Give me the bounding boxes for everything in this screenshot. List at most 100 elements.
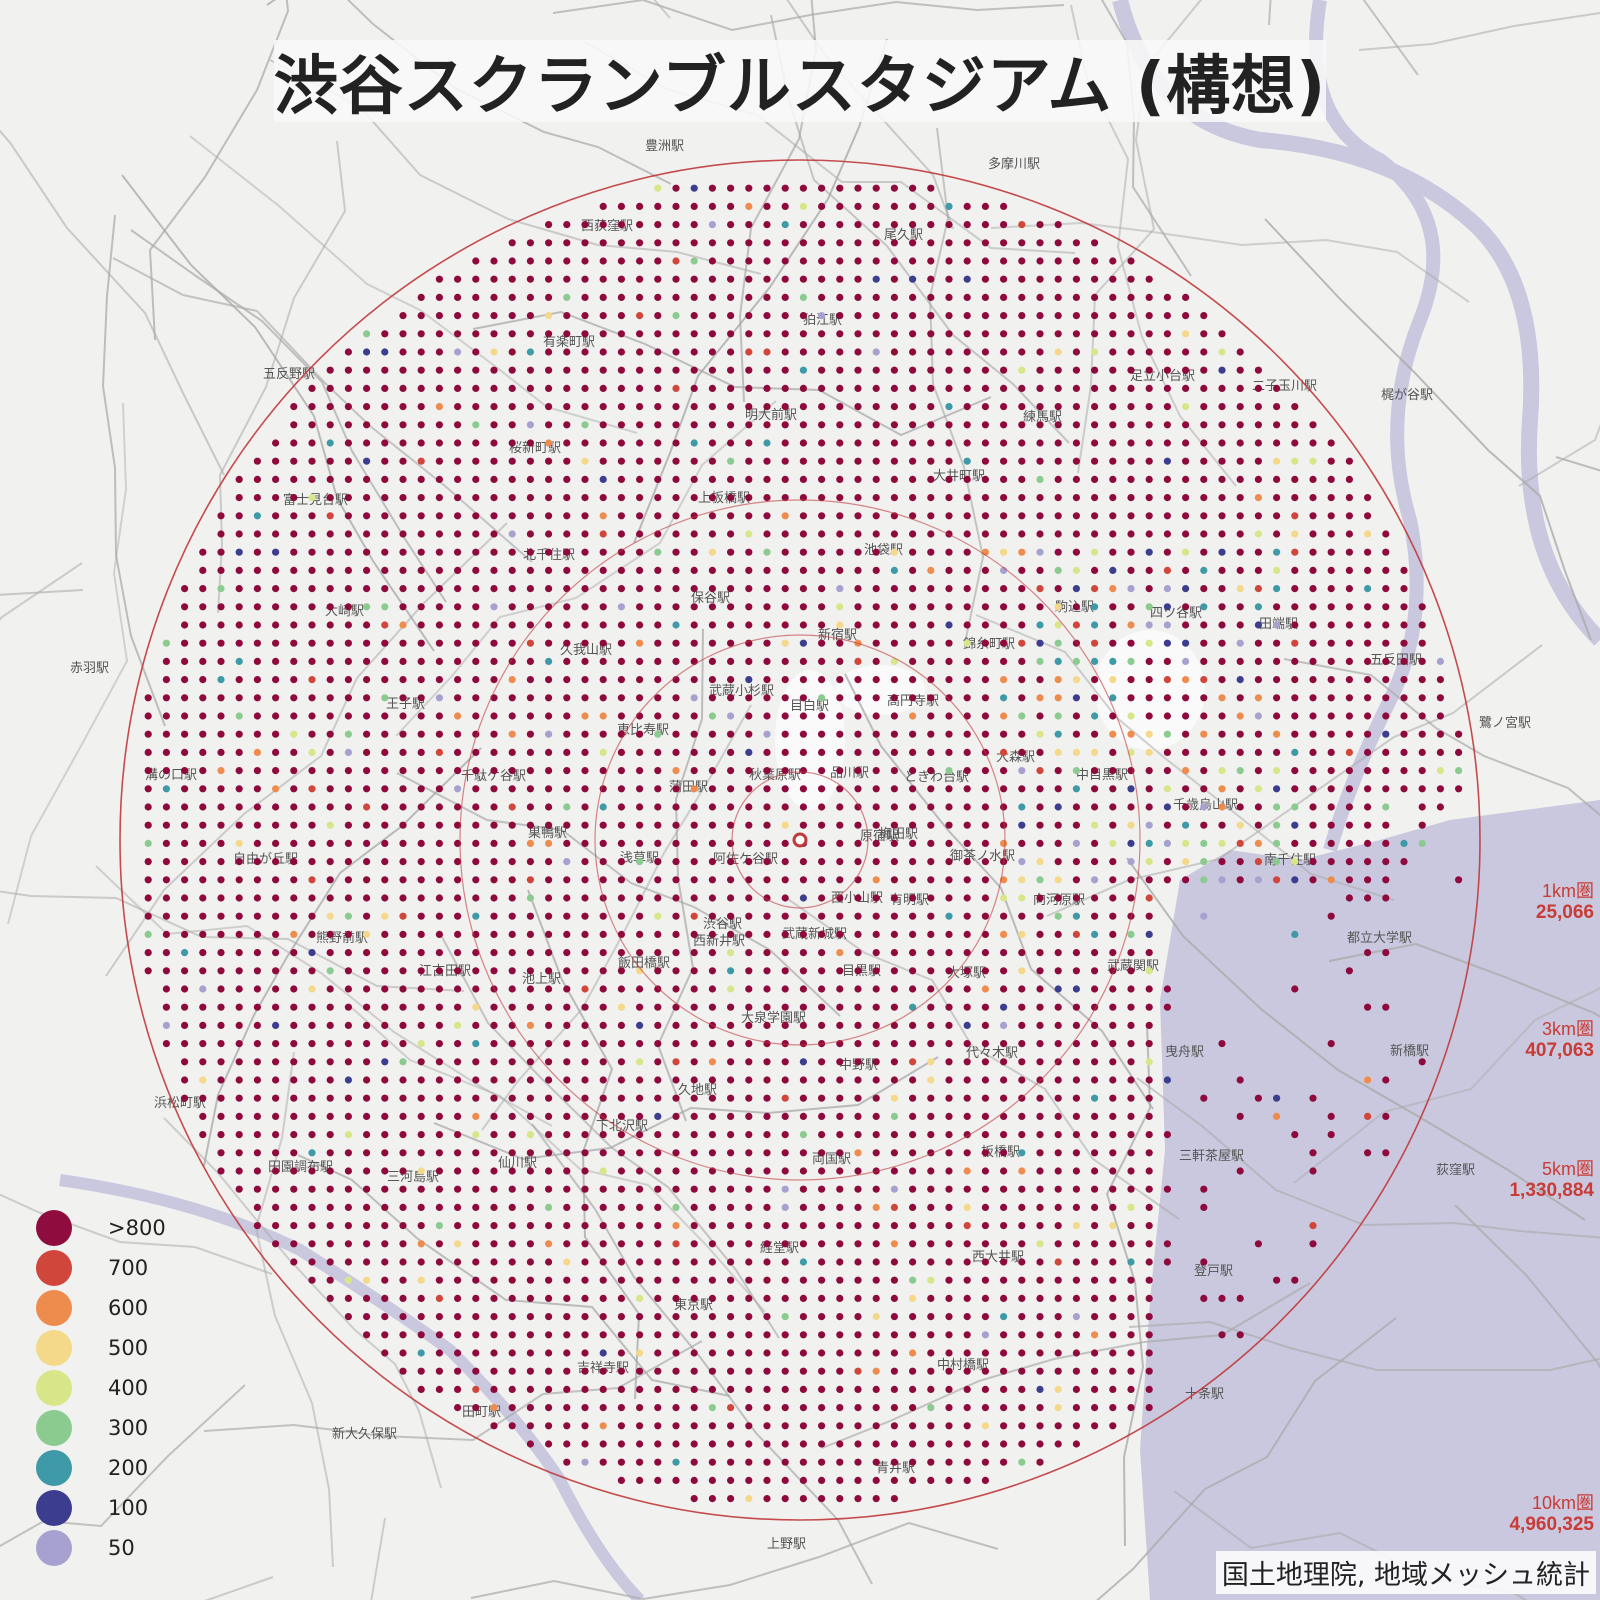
mesh-dot [945,348,953,356]
station-label: 中野駅 [839,1058,878,1073]
mesh-dot [1091,1021,1099,1029]
mesh-dot [727,748,735,757]
mesh-dot [417,566,425,575]
mesh-dot [1091,475,1099,483]
mesh-dot [745,202,753,210]
mesh-dot [1091,348,1099,356]
mesh-dot [563,1203,571,1211]
mesh-dot [1254,585,1262,593]
mesh-dot [363,912,371,920]
mesh-dot [617,1003,626,1011]
mesh-dot [727,1240,735,1248]
mesh-dot [308,621,316,629]
mesh-dot [1382,694,1390,702]
mesh-dot [1036,293,1044,301]
mesh-dot [890,1203,899,1211]
mesh-dot [363,712,371,720]
mesh-dot [1127,1021,1135,1029]
mesh-dot [435,1094,443,1102]
mesh-dot [745,785,753,793]
mesh-dot [326,1021,334,1029]
mesh-dot [1091,639,1099,647]
mesh-dot [181,803,189,811]
station-label: 両国駅 [812,1152,851,1167]
mesh-dot [508,530,516,538]
mesh-dot [417,839,425,848]
mesh-dot [854,1185,862,1193]
mesh-dot [1091,494,1099,502]
mesh-dot [1054,1076,1062,1084]
mesh-dot [1036,1222,1044,1230]
mesh-dot [690,1094,698,1102]
mesh-dot [1254,548,1262,556]
mesh-dot [508,1222,516,1230]
mesh-dot [927,1294,935,1302]
mesh-dot [763,767,771,775]
mesh-dot [854,1112,862,1120]
mesh-dot [636,1040,644,1048]
mesh-dot [981,585,990,593]
mesh-dot [1072,585,1080,593]
mesh-dot [708,475,717,483]
mesh-dot [1382,712,1390,720]
mesh-dot [581,421,589,429]
mesh-dot [963,312,971,320]
mesh-dot [836,767,844,775]
mesh-dot [1072,494,1080,502]
mesh-dot [854,239,862,247]
mesh-dot [253,1076,261,1084]
mesh-dot [963,275,971,283]
mesh-dot [1127,330,1135,338]
mesh-dot [1054,912,1062,920]
mesh-dot [963,384,971,392]
mesh-dot [344,967,352,975]
mesh-dot [1400,639,1408,647]
mesh-dot [963,1440,971,1448]
mesh-dot [144,894,152,902]
mesh-dot [1345,512,1353,520]
mesh-dot [1127,985,1135,993]
mesh-dot [381,1003,389,1011]
mesh-dot [1163,439,1171,447]
mesh-dot [1382,858,1390,866]
mesh-dot [890,1349,899,1357]
mesh-dot [890,967,899,975]
mesh-dot [508,1203,516,1211]
mesh-dot [217,639,225,647]
mesh-dot [1072,566,1080,575]
mesh-dot [490,1422,498,1430]
mesh-dot [836,1131,844,1139]
mesh-dot [781,1313,789,1321]
mesh-dot [799,1149,808,1157]
mesh-dot [799,912,808,920]
mesh-dot [1254,621,1262,629]
mesh-dot [1200,676,1208,684]
mesh-dot [890,548,899,556]
mesh-dot [526,894,535,902]
mesh-dot [927,1313,935,1321]
mesh-dot [399,530,407,538]
mesh-dot [945,202,953,210]
mesh-dot [454,530,462,538]
mesh-dot [890,676,899,684]
mesh-dot [818,1422,826,1430]
mesh-dot [690,694,698,702]
mesh-dot [1091,403,1099,411]
mesh-dot [617,1422,626,1430]
mesh-dot [1091,1149,1099,1157]
mesh-dot [508,312,516,320]
mesh-dot [381,912,389,920]
mesh-dot [217,566,225,575]
mesh-dot [308,1222,316,1230]
mesh-dot [690,912,698,920]
mesh-dot [636,930,644,939]
mesh-dot [890,730,899,738]
mesh-dot [1145,858,1153,866]
mesh-dot [253,767,261,775]
mesh-dot [672,803,680,811]
mesh-dot [1200,1203,1208,1211]
mesh-dot [545,839,553,848]
mesh-dot [1091,876,1099,884]
mesh-dot [363,967,371,975]
mesh-dot [381,876,389,884]
